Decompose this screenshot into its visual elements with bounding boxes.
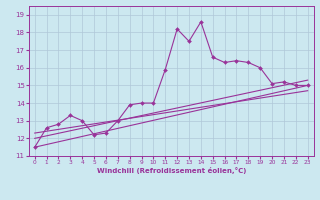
X-axis label: Windchill (Refroidissement éolien,°C): Windchill (Refroidissement éolien,°C) [97,167,246,174]
